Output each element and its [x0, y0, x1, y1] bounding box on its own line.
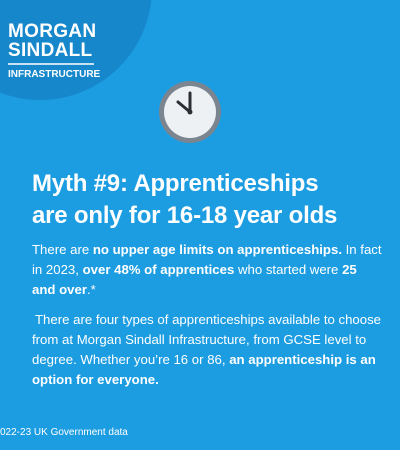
logo-text: MORGAN — [8, 21, 97, 42]
bold-text: over 48% of apprentices — [82, 262, 235, 277]
title-line: Myth #9: Apprenticeships — [32, 170, 319, 197]
paragraph: There are no upper age limits on apprent… — [32, 240, 382, 300]
text: In fact in 2023, — [32, 242, 382, 277]
text: .* — [86, 282, 96, 297]
bold-text: 25 and over — [32, 262, 357, 297]
logo-circle — [0, 0, 152, 100]
text: who started were — [234, 262, 343, 277]
logo-subtitle: INFRASTRUCTURE — [8, 69, 101, 80]
clock-icon — [159, 81, 221, 143]
bold-text: an apprenticeship is an option for every… — [32, 352, 376, 387]
paragraph: There are four types of apprenticeships … — [32, 310, 382, 390]
text: There are — [32, 242, 93, 257]
title-line: are only for 16-18 year olds — [32, 202, 338, 229]
decor — [0, 0, 221, 143]
logo-text: SINDALL — [8, 40, 93, 61]
text: There are four types of apprenticeships … — [32, 312, 382, 367]
footnote: 022-23 UK Government data — [0, 427, 128, 438]
bold-text: no upper age limits on apprenticeships. — [92, 242, 342, 257]
